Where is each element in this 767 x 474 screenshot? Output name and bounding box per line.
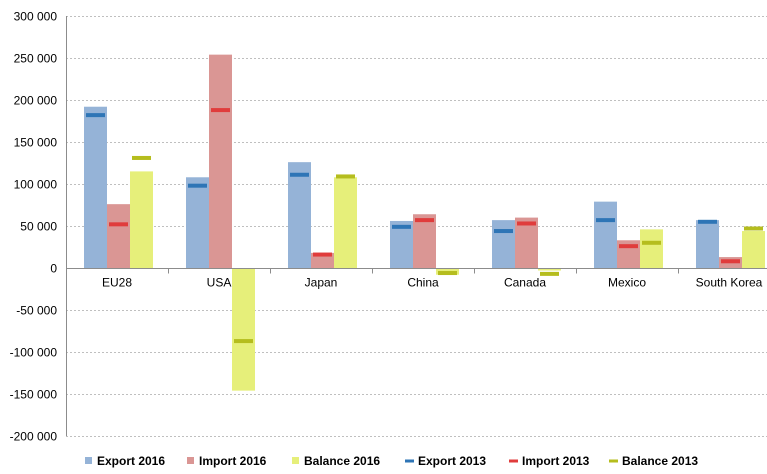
marker-balance-2013-south-korea — [744, 226, 763, 231]
marker-import-2013-mexico — [619, 244, 638, 249]
marker-balance-2013-eu28 — [132, 155, 151, 160]
y-tick-label: 150 000 — [14, 136, 58, 150]
bar-export-2016-china — [390, 220, 413, 268]
y-tick-label: 300 000 — [14, 10, 58, 24]
marker-export-2013-china — [392, 224, 411, 229]
bar-balance-2016-eu28 — [130, 171, 153, 268]
marker-balance-2013-china — [438, 271, 457, 276]
legend-swatch — [509, 459, 518, 463]
marker-import-2013-eu28 — [109, 222, 128, 227]
marker-import-2013-usa — [211, 108, 230, 113]
marker-balance-2013-mexico — [642, 240, 661, 245]
x-category-label: South Korea — [696, 276, 763, 290]
axes: 300 000 250 000 200 000 150 000 100 000 50 00… — [10, 10, 767, 444]
y-tick-label: -50 000 — [16, 304, 57, 318]
y-tick-label: 100 000 — [14, 178, 58, 192]
y-tick-label: 250 000 — [14, 52, 58, 66]
bar-balance-2016-usa — [232, 268, 255, 391]
legend-label: Export 2013 — [418, 454, 486, 468]
y-tick-label: -100 000 — [10, 346, 58, 360]
legend-swatch — [85, 457, 92, 464]
marker-import-2013-south-korea — [721, 259, 740, 264]
x-category-label: China — [407, 276, 439, 290]
bar-export-2016-japan — [288, 162, 311, 268]
marker-import-2013-canada — [517, 221, 536, 226]
legend-swatch — [187, 457, 194, 464]
bar-balance-2016-japan — [334, 177, 357, 268]
legend-item-export-2016: Export 2016 — [85, 454, 165, 468]
bar-import-2016-usa — [209, 54, 232, 268]
legend-item-balance-2016: Balance 2016 — [292, 454, 380, 468]
legend-label: Balance 2013 — [622, 454, 698, 468]
y-tick-label: 50 000 — [20, 220, 57, 234]
bar-export-2016-mexico — [594, 201, 617, 268]
legend-item-import-2016: Import 2016 — [187, 454, 267, 468]
bar-balance-2016-south-korea — [742, 231, 765, 268]
marker-import-2013-japan — [313, 252, 332, 257]
legend-swatch — [609, 459, 618, 463]
bar-import-2016-eu28 — [107, 204, 130, 268]
bar-export-2016-usa — [186, 177, 209, 268]
bar-import-2016-china — [413, 214, 436, 268]
legend-swatch — [292, 457, 299, 464]
marker-export-2013-canada — [494, 229, 513, 234]
legend-label: Balance 2016 — [304, 454, 380, 468]
x-category-label: USA — [207, 276, 232, 290]
marker-import-2013-china — [415, 218, 434, 223]
legend-item-balance-2013: Balance 2013 — [609, 454, 698, 468]
bar-import-2016-canada — [515, 217, 538, 268]
bar-export-2016-eu28 — [84, 106, 107, 268]
bar-balance-2016-mexico — [640, 229, 663, 268]
marker-balance-2013-usa — [234, 339, 253, 344]
bar-import-2016-japan — [311, 252, 334, 268]
y-tick-label: 200 000 — [14, 94, 58, 108]
bar-export-2016-canada — [492, 220, 515, 268]
legend-item-import-2013: Import 2013 — [509, 454, 590, 468]
marker-export-2013-mexico — [596, 218, 615, 223]
x-category-label: Canada — [504, 276, 546, 290]
y-tick-label: -200 000 — [10, 430, 58, 444]
legend-swatch — [405, 459, 414, 463]
marker-balance-2013-japan — [336, 174, 355, 179]
bar-balance-2016-canada — [538, 268, 561, 271]
marker-export-2013-eu28 — [86, 113, 105, 118]
legend-label: Import 2013 — [522, 454, 590, 468]
x-category-label: EU28 — [102, 276, 132, 290]
x-category-label: Mexico — [608, 276, 646, 290]
markers-2013 — [86, 108, 763, 344]
marker-export-2013-japan — [290, 172, 309, 177]
y-tick-label: 0 — [50, 262, 57, 276]
legend-label: Import 2016 — [199, 454, 267, 468]
bars — [84, 54, 765, 391]
gridlines — [66, 16, 767, 437]
marker-balance-2013-canada — [540, 271, 559, 276]
legend-label: Export 2016 — [97, 454, 165, 468]
marker-export-2013-south-korea — [698, 219, 717, 224]
marker-export-2013-usa — [188, 183, 207, 188]
legend-item-export-2013: Export 2013 — [405, 454, 486, 468]
legend: Export 2016 Import 2016 Balance 2016 Export… — [85, 454, 698, 468]
x-category-label: Japan — [305, 276, 338, 290]
bar-export-2016-south-korea — [696, 220, 719, 268]
y-tick-label: -150 000 — [10, 388, 58, 402]
